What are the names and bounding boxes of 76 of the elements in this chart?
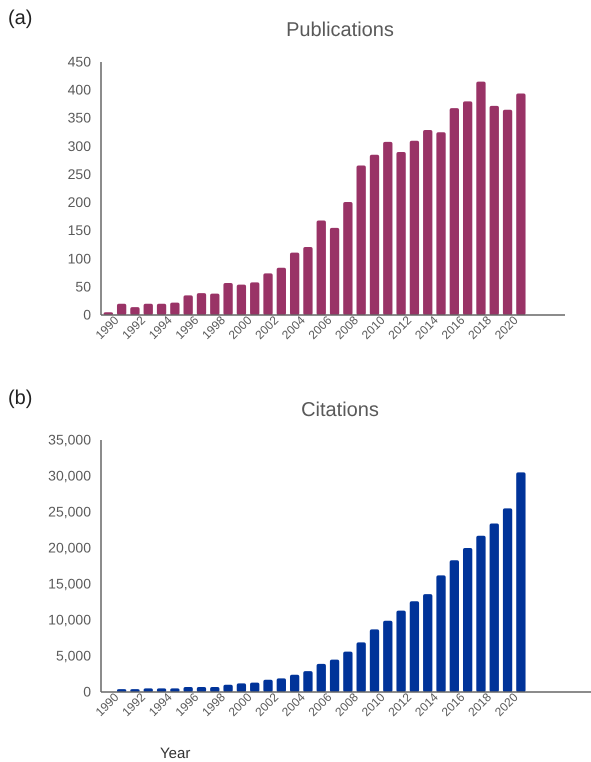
y-tick-label: 100 [68,250,92,266]
bar [303,671,313,692]
y-tick-label: 25,000 [48,503,92,520]
bar [436,132,446,315]
y-tick-label: 10,000 [48,611,92,628]
bar [396,152,406,315]
bar [250,282,260,315]
text: (a) [8,7,32,29]
bar [276,678,286,692]
bar [436,575,446,692]
bar [263,273,273,315]
y-tick-label: 50 [75,278,92,294]
y-tick-label: 450 [68,53,92,70]
bar [516,472,526,692]
bar [276,268,286,315]
bar [210,294,220,315]
bar [370,154,380,315]
bar [383,142,392,315]
bar [410,601,420,692]
y-tick-label: 350 [68,110,92,126]
bar [410,140,420,315]
bar [316,220,326,315]
y-tick-label: 400 [68,82,92,98]
bar [290,252,300,315]
chart-title: Citations [301,399,379,421]
y-tick-label: 20,000 [48,539,92,556]
y-tick-label: 15,000 [48,575,92,592]
bar [423,130,432,315]
bar [144,304,153,315]
y-tick-label: 150 [68,222,92,238]
y-tick-label: 250 [68,166,92,182]
bar [476,536,486,692]
bar [343,652,353,692]
bar [290,674,300,692]
bar [263,680,273,692]
bar [476,82,486,315]
bar [316,664,326,692]
bar [462,101,472,315]
bar [516,93,526,315]
y-tick-label: 30,000 [48,467,92,484]
bar [502,110,512,315]
y-tick-label: 35,000 [48,431,92,448]
bar [423,594,432,692]
bar [356,165,366,315]
bar [330,228,340,315]
bar [130,307,140,315]
y-tick-label: 0 [83,306,92,322]
bar [196,293,206,315]
bar [462,548,472,692]
bar [303,246,313,315]
bar [156,304,166,315]
bar [396,610,406,692]
bar [236,683,246,692]
bar [370,629,380,692]
y-tick-label: 300 [68,138,92,154]
bar [450,108,459,315]
bar [356,642,366,692]
bar [250,682,260,692]
bar [330,660,340,692]
bar [170,302,180,315]
y-tick-label: 5,000 [56,647,92,664]
bar [184,295,193,315]
x-axis-title: Year [160,745,190,762]
bar [236,284,246,315]
text: (b) [8,387,32,409]
bar [490,106,499,315]
y-tick-label: 200 [68,194,92,210]
bar [343,202,353,315]
bar [223,282,233,315]
y-tick-label: 0 [83,683,92,700]
bar [383,620,392,692]
chart-title: Publications [286,19,394,41]
bar [116,304,126,315]
bar [502,508,512,692]
bar [490,524,499,692]
bar [450,560,459,692]
